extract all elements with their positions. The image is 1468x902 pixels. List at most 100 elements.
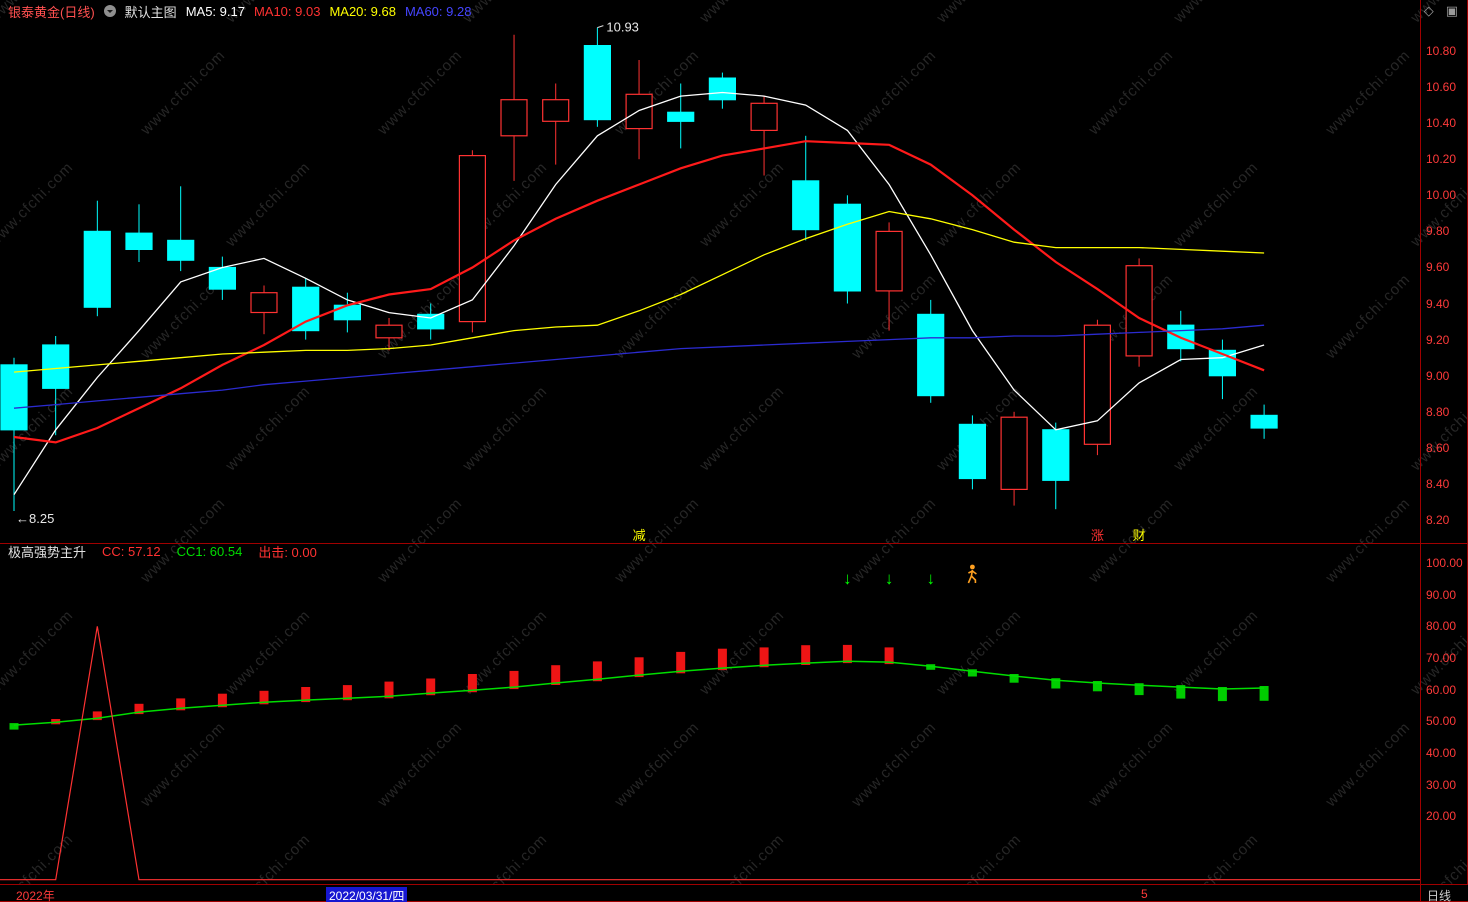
cc-block xyxy=(259,690,269,705)
period-label[interactable]: 日线 xyxy=(1427,889,1452,902)
indicator-tick-label: 40.00 xyxy=(1426,746,1457,760)
cc-block xyxy=(384,681,394,699)
price-tick-label: 10.80 xyxy=(1426,44,1457,58)
candle-body-up xyxy=(625,93,653,130)
ma-line-ma5 xyxy=(13,91,1265,496)
chuji-value: 出击: 0.00 xyxy=(258,545,317,560)
price-tick-label: 10.40 xyxy=(1426,116,1457,130)
chuji-line xyxy=(0,626,1420,881)
cc-block xyxy=(467,674,477,693)
price-tick-label: 8.40 xyxy=(1426,477,1450,491)
cc-block xyxy=(967,669,977,677)
price-tick-label: 9.40 xyxy=(1426,297,1450,311)
candle-body-down xyxy=(958,423,987,480)
time-axis: 2022年 2022/03/31/四 5 日线 xyxy=(0,884,1468,902)
cc-block xyxy=(134,703,144,715)
stock-title: 银泰黄金(日线) xyxy=(8,4,95,20)
candle-body-up xyxy=(458,155,486,323)
candle-body-down xyxy=(792,180,820,231)
ma60-label: MA60: 9.28 xyxy=(404,3,472,19)
window-icon[interactable]: ▣ xyxy=(1445,3,1458,18)
ma-line-ma60 xyxy=(13,324,1265,409)
price-tick-label: 10.00 xyxy=(1426,188,1457,202)
ma10-label: MA10: 9.03 xyxy=(253,3,321,19)
down-arrow-icon: ↓ xyxy=(926,569,935,588)
cc-block xyxy=(717,648,727,671)
indicator-tick-label: 60.00 xyxy=(1426,683,1457,697)
month-label: 5 xyxy=(1141,887,1148,901)
header-corner-icons: ◇ ▣ xyxy=(1424,3,1458,19)
cc-value: CC: 57.12 xyxy=(102,544,161,559)
price-tick-label: 9.20 xyxy=(1426,333,1450,347)
candle-body-down xyxy=(125,232,153,250)
indicator-tick-label: 90.00 xyxy=(1426,588,1457,602)
price-tick-label: 9.60 xyxy=(1426,260,1450,274)
price-tick-label: 8.80 xyxy=(1426,405,1450,419)
candle-body-up xyxy=(750,102,778,132)
candle-body-down xyxy=(583,44,612,121)
price-tick-label: 8.60 xyxy=(1426,441,1450,455)
candle-body-down xyxy=(42,344,70,389)
candle-body-down xyxy=(833,203,862,292)
dropdown-circle-icon[interactable] xyxy=(103,5,116,17)
cc-block xyxy=(759,647,769,668)
candle-body-down xyxy=(417,313,445,330)
price-tick-label: 9.00 xyxy=(1426,369,1450,383)
candle-body-up xyxy=(500,99,528,137)
cc-block xyxy=(176,698,186,711)
candle-body-down xyxy=(83,230,111,308)
runner-icon xyxy=(967,564,977,584)
cc-block xyxy=(842,644,852,664)
price-tick-label: 9.80 xyxy=(1426,224,1450,238)
cc-block xyxy=(426,678,436,696)
main-chart-header: 银泰黄金(日线) 默认主图 MA5: 9.17 MA10: 9.03 MA20:… xyxy=(0,0,1360,22)
candle-body-down xyxy=(292,286,320,332)
annotation-tick xyxy=(597,25,604,29)
cc-block xyxy=(926,664,936,670)
diamond-icon[interactable]: ◇ xyxy=(1423,3,1434,18)
candle-body-up xyxy=(375,324,403,339)
cc-block xyxy=(9,723,19,730)
high-price-annotation: 10.93 xyxy=(606,20,639,35)
cc-block xyxy=(1092,681,1102,692)
cc-block xyxy=(801,645,811,665)
candle-body-up xyxy=(875,230,903,292)
cc-block xyxy=(592,661,602,682)
indicator-header: 极高强势主升 CC: 57.12 CC1: 60.54 出击: 0.00 xyxy=(0,544,317,560)
price-axis: 10.80 10.60 10.40 10.20 10.00 9.80 9.60 9.40 9.2… xyxy=(1421,0,1468,884)
cc-block xyxy=(342,685,352,701)
price-tick-label: 10.60 xyxy=(1426,80,1457,94)
candle-body-down xyxy=(667,111,695,122)
event-label: 涨 xyxy=(1091,528,1104,543)
candle-body-down xyxy=(917,313,945,397)
axis-separator xyxy=(1420,885,1421,901)
cc-block xyxy=(509,670,519,690)
cc-block xyxy=(551,665,561,685)
cc-block xyxy=(676,651,686,674)
cc-block xyxy=(1051,678,1061,689)
cc-block xyxy=(634,657,644,678)
indicator-tick-label: 20.00 xyxy=(1426,809,1457,823)
ma20-label: MA20: 9.68 xyxy=(329,3,396,19)
candle-body-up xyxy=(250,292,278,314)
selected-date-label: 2022/03/31/四 xyxy=(326,887,408,902)
candles-layer xyxy=(0,27,1278,511)
low-price-annotation: ←8.25 xyxy=(16,511,54,526)
cc-block xyxy=(92,711,102,721)
cc-block xyxy=(1134,683,1144,696)
cc-block xyxy=(217,693,227,708)
cc-block xyxy=(1217,687,1227,702)
event-label: 财 xyxy=(1133,528,1146,543)
overlay-selector[interactable]: 默认主图 xyxy=(124,4,177,20)
cc-block xyxy=(884,647,894,665)
price-tick-label: 8.20 xyxy=(1426,513,1450,527)
indicator-title[interactable]: 极高强势主升 xyxy=(8,545,87,560)
year-label: 2022年 xyxy=(16,889,55,902)
candle-body-down xyxy=(1042,429,1070,481)
cc1-line xyxy=(13,660,1265,726)
cc-block xyxy=(1009,674,1019,683)
indicator-tick-label: 70.00 xyxy=(1426,651,1457,665)
ma-line-ma20 xyxy=(13,210,1265,373)
